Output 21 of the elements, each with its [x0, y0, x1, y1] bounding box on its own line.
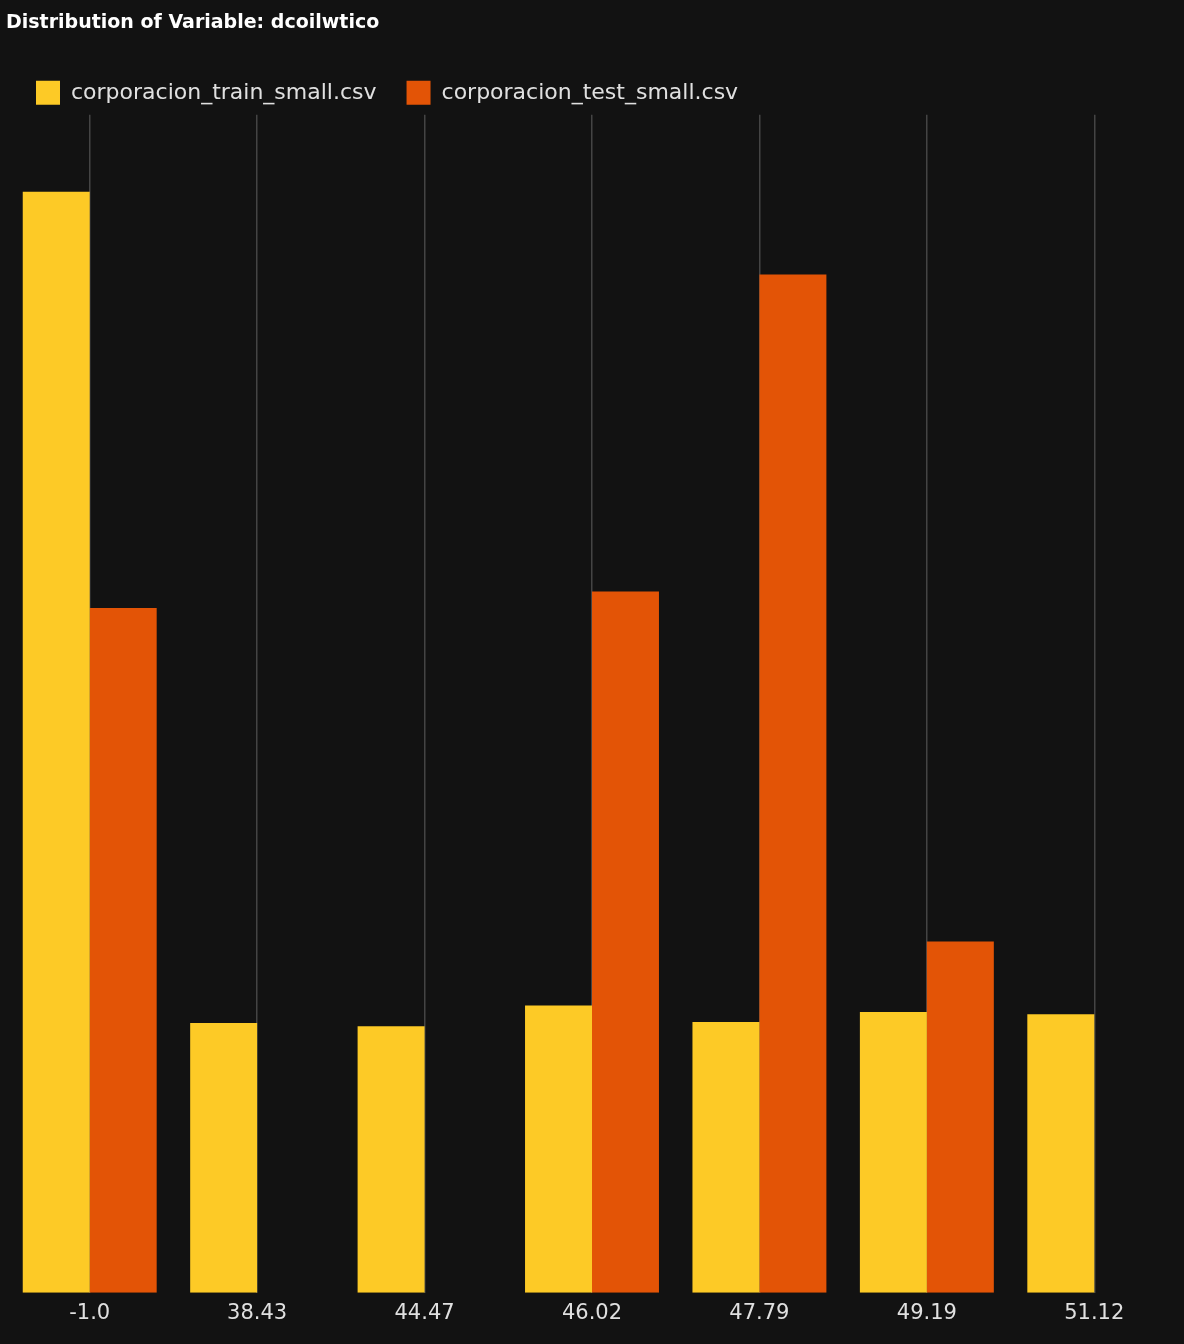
bar	[525, 1005, 592, 1293]
legend-label: corporacion_train_small.csv	[71, 78, 377, 105]
bar	[89, 608, 157, 1293]
x-tick-label: 38.43	[227, 1299, 288, 1324]
x-tick-label: 44.47	[394, 1299, 455, 1324]
legend-label: corporacion_test_small.csv	[441, 78, 739, 105]
bar	[692, 1021, 760, 1293]
bar	[759, 274, 827, 1293]
x-tick-label: 51.12	[1064, 1299, 1125, 1324]
bar	[357, 1026, 425, 1293]
x-tick-label: -1.0	[69, 1299, 111, 1324]
x-tick-label: 46.02	[561, 1299, 623, 1324]
bar	[22, 191, 90, 1293]
bar	[926, 941, 994, 1293]
bar	[592, 591, 659, 1293]
x-tick-label: 47.79	[729, 1299, 790, 1324]
bar	[1027, 1014, 1095, 1293]
bar	[859, 1012, 927, 1293]
chart-title: Distribution of Variable: dcoilwtico	[6, 10, 380, 33]
x-tick-label: 49.19	[896, 1299, 957, 1324]
bar	[190, 1023, 258, 1293]
